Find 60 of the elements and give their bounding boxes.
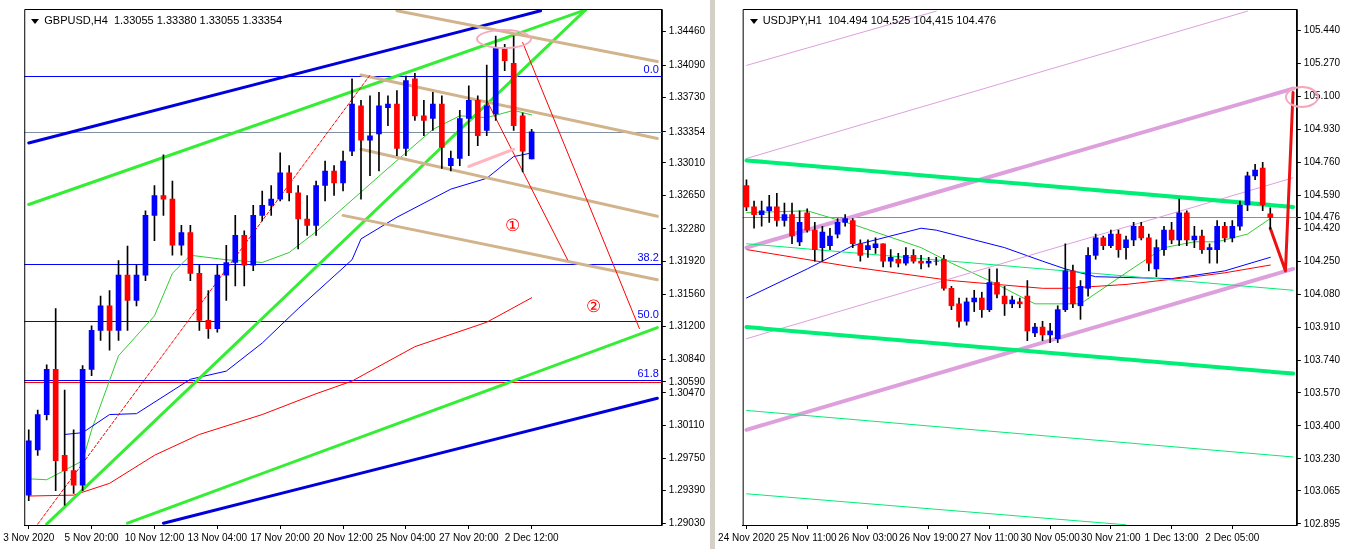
x-tick-label: 24 Nov 2020 [718, 531, 776, 543]
x-tick-label: 10 Nov 12:00 [124, 531, 185, 543]
x-tick-label: 3 Nov 2020 [3, 531, 55, 543]
y-tick-label: 105.270 [1303, 57, 1341, 69]
y-tick-label: 1.29750 [668, 451, 706, 463]
x-tick-label: 25 Nov 11:00 [777, 531, 838, 543]
y-tick-label: 104.080 [1303, 287, 1341, 299]
y-tick-label: 1.33010 [668, 156, 706, 168]
y-tick-label: 104.590 [1303, 189, 1341, 201]
chart-title: USDJPY,H1 104.494 104.525 104,415 104.476 [762, 13, 997, 26]
y-tick-label: 103.065 [1303, 484, 1341, 496]
annotation: 50.0 [637, 307, 659, 320]
y-tick-label: 102.895 [1303, 517, 1341, 529]
y-tick-label: 104.760 [1303, 156, 1341, 168]
y-tick-label: 1.34460 [668, 25, 706, 37]
y-tick-label: 1.33730 [668, 91, 706, 103]
x-tick-label: 30 Nov 21:00 [1081, 531, 1142, 543]
y-tick-label: 104.930 [1303, 123, 1341, 135]
x-tick-label: 2 Dec 05:00 [1205, 531, 1260, 543]
y-tick-label: 1.31200 [668, 320, 706, 332]
chart-title: GBPUSD,H4 1.33055 1.33380 1.33055 1.33354 [44, 13, 283, 26]
y-tick-label: 103.400 [1303, 419, 1341, 431]
y-tick-label: 1.34090 [668, 58, 706, 70]
x-tick-label: 17 Nov 20:00 [250, 531, 311, 543]
y-tick-label: 1.29390 [668, 484, 706, 496]
x-tick-label: 27 Nov 20:00 [439, 531, 499, 543]
annotation: 0.0 [643, 62, 659, 75]
x-tick-label: 27 Nov 11:00 [960, 531, 1020, 543]
x-tick-label: 26 Nov 03:00 [838, 531, 899, 543]
y-tick-label: 1.32650 [668, 189, 706, 201]
x-tick-label: 30 Nov 05:00 [1020, 531, 1081, 543]
y-tick-label: 103.570 [1303, 386, 1341, 398]
y-tick-label: 1.29030 [668, 516, 706, 528]
x-tick-label: 1 Dec 13:00 [1144, 531, 1199, 543]
y-tick-label: 1.30840 [668, 353, 706, 365]
y-tick-label: 103.740 [1303, 353, 1341, 365]
annotation: 38.2 [637, 250, 659, 263]
x-tick-label: 25 Nov 04:00 [376, 531, 437, 543]
y-tick-label: 1.30470 [668, 386, 706, 398]
y-tick-label: 1.31560 [668, 287, 706, 299]
annotation: ② [585, 296, 601, 316]
x-tick-label: 2 Dec 12:00 [504, 531, 560, 543]
x-tick-label: 20 Nov 12:00 [313, 531, 374, 543]
x-tick-label: 5 Nov 20:00 [64, 531, 119, 543]
annotation: 61.8 [637, 366, 659, 379]
y-tick-label: 1.31920 [668, 255, 706, 267]
x-tick-label: 26 Nov 19:00 [898, 531, 959, 543]
y-tick-label: 1.33354 [668, 125, 706, 137]
y-tick-label: 1.32280 [668, 222, 706, 234]
y-tick-label: 104.476 [1303, 211, 1341, 223]
y-tick-label: 103.910 [1303, 320, 1341, 332]
y-tick-label: 104.250 [1303, 254, 1341, 266]
y-tick-label: 103.230 [1303, 452, 1341, 464]
annotation: ① [504, 215, 520, 235]
y-tick-label: 105.440 [1303, 24, 1341, 36]
y-tick-label: 1.30590 [668, 375, 706, 387]
y-tick-label: 104.420 [1303, 221, 1341, 233]
x-tick-label: 13 Nov 04:00 [187, 531, 248, 543]
y-tick-label: 1.30110 [668, 419, 705, 431]
y-tick-label: 105.100 [1303, 90, 1341, 102]
